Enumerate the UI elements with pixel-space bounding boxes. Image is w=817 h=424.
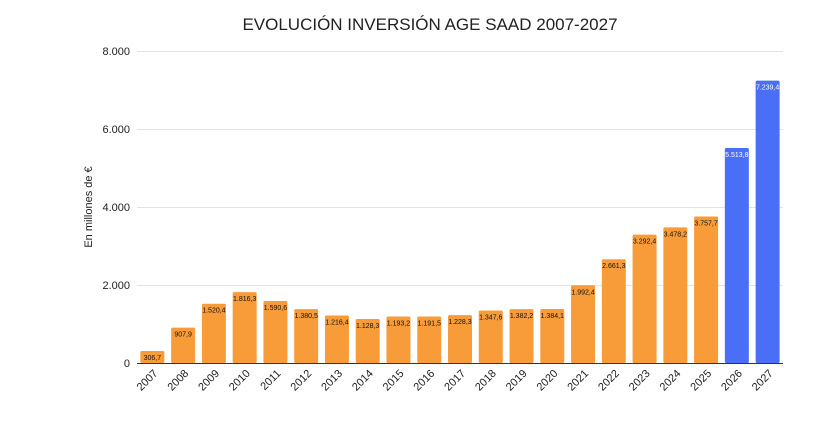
data-label-2009: 1.520,4 [202,308,225,315]
data-label-2011: 1.590,6 [264,305,287,312]
x-tick-label: 2021 [565,368,591,394]
bar-2016 [417,316,442,363]
data-label-2015: 1.193,2 [387,320,410,327]
bars [140,80,780,364]
data-label-2019: 1.382,2 [510,313,533,320]
bar-2010 [232,292,257,363]
data-label-2027: 7.239,4 [756,85,779,92]
x-tick-label: 2008 [165,368,191,394]
data-label-2008: 907,9 [174,332,192,339]
y-tick-label: 6.000 [102,124,130,136]
data-label-2020: 1.384,1 [541,313,564,320]
x-tick-label: 2018 [473,368,499,394]
bar-2022 [601,259,626,363]
y-axis-ticks: 0 2.000 4.000 6.000 8.000 [102,46,130,370]
bar-2012 [294,309,319,363]
y-tick-label: 8.000 [102,46,130,58]
bar-2025 [694,216,719,363]
data-label-2018: 1.347,6 [479,314,502,321]
data-label-2025: 3.757,7 [694,220,717,227]
x-tick-label: 2023 [627,368,653,394]
bar-2014 [355,318,380,363]
bar-2009 [201,303,226,363]
bar-2024 [663,227,688,363]
bar-2023 [632,234,657,363]
x-tick-label: 2009 [196,368,222,394]
x-tick-label: 2024 [658,368,684,394]
data-labels: 306,7 907,9 1.520,4 1.816,3 1.590,6 1.380,5 1.… [144,85,780,362]
data-label-2026: 5.513,8 [725,152,748,159]
data-label-2016: 1.191,5 [418,321,441,328]
bar-2020 [540,309,565,363]
x-tick-label: 2012 [289,368,315,394]
data-label-2017: 1.228,3 [448,319,471,326]
bar-2019 [509,309,534,363]
x-tick-label: 2022 [596,368,622,394]
x-tick-label: 2013 [319,368,345,394]
bar-2011 [263,300,288,363]
bar-2008 [171,327,196,363]
data-label-2007: 306,7 [144,355,162,362]
data-label-2013: 1.216,4 [325,320,348,327]
x-tick-label: 2020 [535,368,561,394]
data-label-2014: 1.128,3 [356,323,379,330]
data-label-2024: 3.478,2 [664,231,687,238]
chart-title: EVOLUCIÓN INVERSIÓN AGE SAAD 2007-2027 [242,15,617,34]
x-tick-label: 2016 [412,368,438,394]
x-axis-ticks: 2007 2008 2009 2010 2011 2012 2013 2014 2015 2016… [135,368,776,394]
y-tick-label: 2.000 [102,280,130,292]
x-tick-label: 2027 [750,368,776,394]
bar-2026 [724,147,749,363]
y-axis-label: En millones de € [83,166,95,247]
bar-2007 [140,351,165,363]
x-tick-label: 2019 [504,368,530,394]
x-tick-label: 2026 [719,368,745,394]
x-tick-label: 2007 [135,368,161,394]
bar-2027 [755,80,780,364]
bar-2013 [324,315,349,363]
x-tick-label: 2011 [258,368,283,393]
data-label-2010: 1.816,3 [233,296,256,303]
data-label-2022: 2.661,3 [602,263,625,270]
x-tick-label: 2025 [688,368,714,394]
bar-2017 [448,315,472,363]
data-label-2023: 3.292,4 [633,239,656,246]
bar-2021 [571,285,596,363]
y-tick-label: 4.000 [102,202,130,214]
x-tick-label: 2014 [350,368,376,394]
data-label-2012: 1.380,5 [295,313,318,320]
bar-2015 [386,316,411,363]
y-tick-label: 0 [124,358,130,370]
x-tick-label: 2017 [442,368,468,394]
bar-2018 [478,310,503,363]
data-label-2021: 1.992,4 [571,289,594,296]
x-tick-label: 2010 [227,368,253,394]
x-tick-label: 2015 [381,368,407,394]
